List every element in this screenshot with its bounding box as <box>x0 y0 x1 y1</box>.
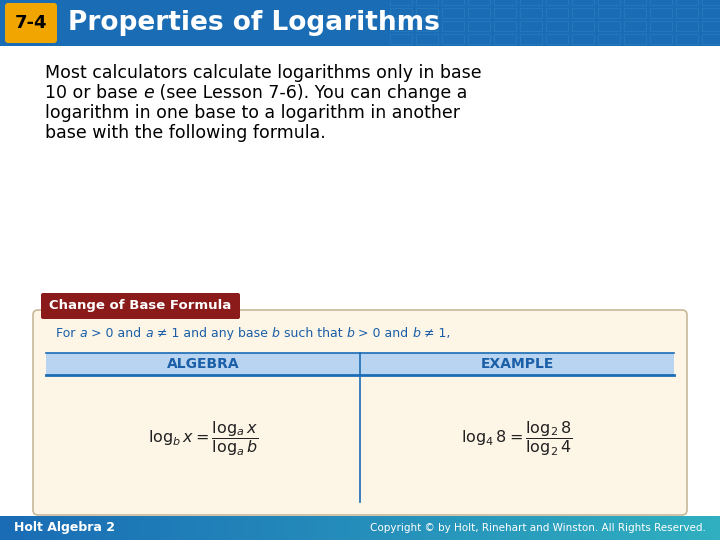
Bar <box>676 0 698 5</box>
Bar <box>520 34 542 44</box>
Bar <box>650 21 672 31</box>
Bar <box>546 21 568 31</box>
Text: a: a <box>145 327 153 340</box>
Bar <box>624 21 646 31</box>
Bar <box>494 34 516 44</box>
Bar <box>572 21 594 31</box>
Bar <box>546 34 568 44</box>
Text: > 0 and: > 0 and <box>354 327 412 340</box>
Text: 7-4: 7-4 <box>14 14 48 32</box>
FancyBboxPatch shape <box>33 310 687 515</box>
FancyBboxPatch shape <box>5 3 57 43</box>
Text: e: e <box>143 84 154 102</box>
Bar <box>46 353 360 375</box>
Bar <box>416 8 438 18</box>
Bar <box>468 0 490 5</box>
Bar <box>390 8 412 18</box>
Bar <box>468 34 490 44</box>
Bar <box>598 8 620 18</box>
Bar <box>390 0 412 5</box>
Bar <box>650 34 672 44</box>
Bar <box>520 8 542 18</box>
Bar <box>598 21 620 31</box>
Text: such that: such that <box>279 327 346 340</box>
Bar <box>598 0 620 5</box>
Text: Holt Algebra 2: Holt Algebra 2 <box>14 522 115 535</box>
Text: $\log_4 8 = \dfrac{\log_2 8}{\log_2 4}$: $\log_4 8 = \dfrac{\log_2 8}{\log_2 4}$ <box>462 419 572 458</box>
Bar <box>676 34 698 44</box>
Bar <box>416 34 438 44</box>
Bar <box>390 34 412 44</box>
Bar <box>468 21 490 31</box>
Bar <box>702 21 720 31</box>
Text: (see Lesson 7-6). You can change a: (see Lesson 7-6). You can change a <box>154 84 467 102</box>
Bar <box>442 0 464 5</box>
FancyBboxPatch shape <box>41 293 240 319</box>
Bar <box>546 8 568 18</box>
Text: b: b <box>271 327 279 340</box>
Text: 10 or base: 10 or base <box>45 84 143 102</box>
Text: Properties of Logarithms: Properties of Logarithms <box>68 10 440 36</box>
Bar <box>468 8 490 18</box>
Bar <box>520 21 542 31</box>
Bar <box>494 0 516 5</box>
Bar <box>650 8 672 18</box>
Text: ALGEBRA: ALGEBRA <box>167 357 239 371</box>
Bar <box>494 8 516 18</box>
Text: EXAMPLE: EXAMPLE <box>480 357 554 371</box>
Bar <box>520 0 542 5</box>
Bar <box>702 0 720 5</box>
Bar <box>702 8 720 18</box>
Bar <box>416 0 438 5</box>
Text: Change of Base Formula: Change of Base Formula <box>50 300 232 313</box>
Bar <box>390 21 412 31</box>
Text: ≠ 1,: ≠ 1, <box>420 327 451 340</box>
Text: b: b <box>412 327 420 340</box>
Bar <box>676 8 698 18</box>
Bar <box>598 34 620 44</box>
Text: ≠ 1 and any base: ≠ 1 and any base <box>153 327 271 340</box>
Text: logarithm in one base to a logarithm in another: logarithm in one base to a logarithm in … <box>45 104 460 122</box>
Text: $\log_b x = \dfrac{\log_a x}{\log_a b}$: $\log_b x = \dfrac{\log_a x}{\log_a b}$ <box>148 419 258 458</box>
Bar <box>442 8 464 18</box>
Bar <box>442 21 464 31</box>
Text: base with the following formula.: base with the following formula. <box>45 124 325 142</box>
Text: > 0 and: > 0 and <box>87 327 145 340</box>
Bar <box>494 21 516 31</box>
Bar <box>572 8 594 18</box>
Bar <box>416 21 438 31</box>
Text: a: a <box>79 327 87 340</box>
Text: Copyright © by Holt, Rinehart and Winston. All Rights Reserved.: Copyright © by Holt, Rinehart and Winsto… <box>370 523 706 533</box>
Bar <box>0 0 720 46</box>
Bar <box>702 34 720 44</box>
Text: b: b <box>346 327 354 340</box>
Bar <box>676 21 698 31</box>
Bar <box>650 0 672 5</box>
Bar <box>624 0 646 5</box>
Bar <box>442 34 464 44</box>
Text: Most calculators calculate logarithms only in base: Most calculators calculate logarithms on… <box>45 64 482 82</box>
Text: For: For <box>56 327 79 340</box>
Bar <box>624 34 646 44</box>
Bar <box>572 34 594 44</box>
Bar <box>624 8 646 18</box>
Bar <box>360 353 674 375</box>
Bar <box>572 0 594 5</box>
Bar <box>546 0 568 5</box>
